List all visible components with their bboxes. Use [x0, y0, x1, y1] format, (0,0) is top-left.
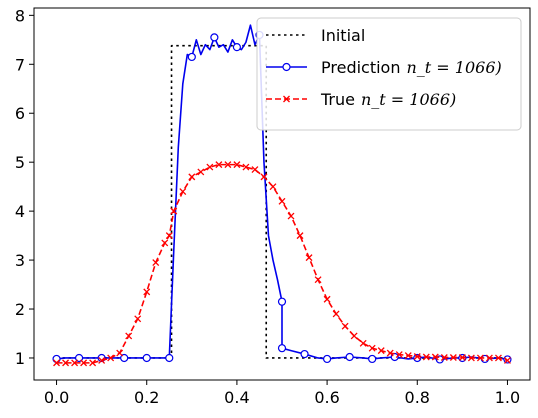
- series-true: [53, 161, 511, 367]
- series-true-point: [278, 197, 286, 205]
- series-true-point: [53, 359, 61, 367]
- series-prediction-point: [277, 297, 287, 306]
- series-prediction-point: [368, 354, 377, 364]
- series-true-point: [152, 259, 160, 266]
- legend-true-label: True n_t = 1066): [320, 90, 456, 109]
- series-true-point: [80, 359, 88, 367]
- series-true-point: [206, 163, 214, 171]
- x-tick-label: 1.0: [495, 388, 520, 407]
- series-true-point: [71, 359, 79, 367]
- series-true-point: [98, 356, 106, 364]
- series-true-point: [242, 163, 250, 171]
- series-true-point: [323, 295, 331, 303]
- series-true-point: [143, 288, 151, 296]
- legend-true-marker: [283, 95, 290, 103]
- legend-box: [256, 17, 522, 131]
- series-true-point: [188, 173, 196, 181]
- series-true-point: [89, 359, 97, 367]
- series-true-point: [404, 352, 412, 359]
- y-tick-label: 7: [15, 55, 25, 74]
- series-prediction-point: [277, 344, 287, 353]
- x-tick-label: 0.6: [314, 388, 339, 407]
- series-prediction-point: [300, 349, 309, 359]
- series-true-point: [161, 239, 169, 247]
- series-true-point: [125, 332, 133, 340]
- series-true-point: [368, 344, 376, 352]
- series-true-point: [170, 207, 178, 215]
- series-prediction-point: [52, 354, 61, 364]
- series-prediction-point: [165, 353, 174, 363]
- series-true-point: [467, 354, 475, 362]
- y-tick-label: 8: [15, 6, 25, 25]
- series-true-point: [494, 354, 502, 362]
- y-tick-label: 2: [15, 300, 25, 319]
- series-prediction-point: [413, 353, 422, 363]
- series-true-point: [269, 183, 277, 191]
- series-true-point: [476, 354, 484, 362]
- series-true-point: [287, 212, 295, 220]
- y-tick-label: 4: [15, 202, 25, 221]
- series-true-point: [449, 354, 457, 361]
- y-tick-label: 5: [15, 153, 25, 172]
- legend-prediction-marker: [282, 62, 291, 72]
- series-true-point: [215, 161, 223, 169]
- series-true-point: [440, 354, 448, 361]
- series-prediction-point: [210, 33, 219, 42]
- series-true-point: [260, 173, 268, 181]
- series-true-point: [377, 347, 385, 355]
- series-true-point: [422, 353, 430, 361]
- y-tick-label: 6: [15, 104, 25, 123]
- series-true-point: [296, 232, 304, 240]
- series-true-point: [62, 359, 70, 367]
- series-true-point: [165, 232, 173, 240]
- series-true-point: [251, 166, 259, 173]
- series-true-point: [413, 353, 421, 360]
- series-true-point: [179, 188, 187, 196]
- series-true-point: [395, 351, 403, 359]
- series-prediction-point: [187, 52, 196, 62]
- legend-initial-label: Initial: [321, 26, 365, 45]
- series-true-point: [116, 349, 124, 357]
- series-true-point: [134, 315, 142, 323]
- series-true-point: [359, 339, 367, 347]
- series-true-point: [458, 354, 466, 361]
- legend: Initial Prediction n_t = 1066) True n_t = 10…: [256, 17, 522, 131]
- series-prediction-point: [322, 354, 332, 364]
- y-tick-label: 3: [15, 251, 25, 270]
- x-tick-label: 0.4: [224, 388, 249, 407]
- series-true-point: [233, 161, 241, 169]
- series-true-point: [305, 254, 313, 262]
- legend-prediction: Prediction n_t = 1066): [266, 58, 502, 77]
- series-prediction-point: [345, 352, 354, 362]
- y-tick-label: 1: [15, 349, 25, 368]
- series-true-point: [386, 349, 394, 357]
- series-true-line: [56, 163, 508, 364]
- series-true-point: [197, 168, 205, 176]
- x-tick-label: 0.2: [134, 388, 159, 407]
- x-tick-label: 0.8: [405, 388, 430, 407]
- series-layer: [52, 24, 512, 367]
- series-true-point: [350, 332, 358, 340]
- legend-true: True n_t = 1066): [266, 90, 456, 109]
- series-true-point: [332, 310, 340, 318]
- series-prediction-point: [232, 43, 242, 52]
- ticks-layer: 0.0 0.2 0.4 0.6 0.8 1.0 1 2 3 4 5 6 7 8: [15, 6, 520, 407]
- series-true-point: [431, 353, 439, 361]
- series-prediction-point: [503, 355, 512, 364]
- x-tick-label: 0.0: [44, 388, 69, 407]
- series-true-point: [314, 276, 322, 284]
- legend-prediction-label: Prediction n_t = 1066): [321, 58, 502, 77]
- series-prediction-point: [142, 353, 151, 363]
- series-true-point: [485, 354, 493, 362]
- series-true-point: [107, 354, 115, 362]
- series-true-point: [341, 322, 349, 330]
- series-true-point: [224, 161, 232, 169]
- series-true-point: [503, 356, 511, 364]
- legend-initial: Initial: [266, 26, 365, 45]
- series-prediction-line: [56, 24, 508, 361]
- plot-frame: [33, 7, 531, 381]
